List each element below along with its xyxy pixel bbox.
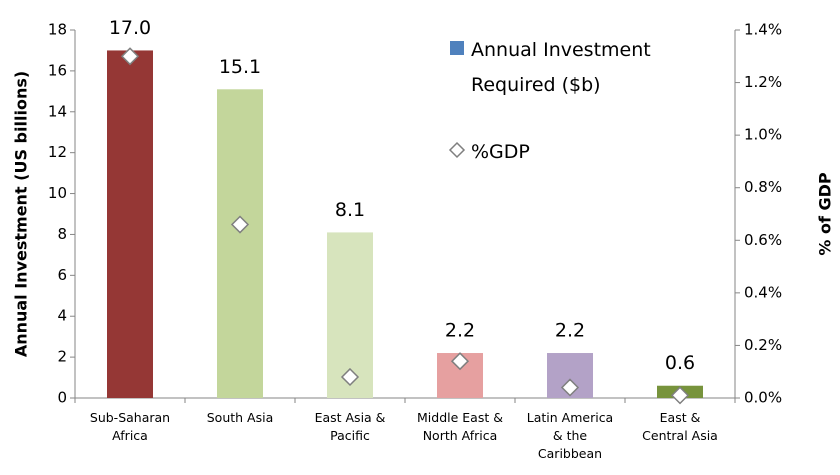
y2-axis-title: % of GDP xyxy=(816,172,835,256)
y-tick-label: 4 xyxy=(57,307,67,325)
y-tick-label: 8 xyxy=(57,225,67,243)
x-tick-label: East & Central Asia xyxy=(642,410,718,443)
y-axis-title: Annual Investment (US billions) xyxy=(12,71,31,357)
data-label: 0.6 xyxy=(665,352,695,374)
y-tick-label: 2 xyxy=(57,348,67,366)
diamond-marker xyxy=(340,367,360,387)
diamond-marker xyxy=(120,47,140,66)
y2-tick-label: 1.0% xyxy=(744,126,782,144)
diamond-marker xyxy=(560,378,580,397)
x-tick-label: Middle East & North Africa xyxy=(417,410,503,443)
x-tick-label: South Asia xyxy=(207,410,274,425)
y-tick-label: 6 xyxy=(57,266,67,284)
x-tick-label: Sub-Saharan Africa xyxy=(90,410,170,443)
legend-label: %GDP xyxy=(471,141,530,163)
legend-label: Annual Investment Required ($b) xyxy=(471,39,651,96)
y-tick-label: 12 xyxy=(48,143,67,161)
data-label: 2.2 xyxy=(555,320,585,342)
y2-tick-label: 0.0% xyxy=(744,389,782,407)
data-label: 15.1 xyxy=(219,56,261,78)
y-tick-label: 18 xyxy=(48,21,67,39)
diamond-marker xyxy=(450,352,470,371)
y2-tick-label: 0.4% xyxy=(744,283,782,301)
y-tick-label: 14 xyxy=(48,102,67,120)
diamond-marker xyxy=(230,215,250,234)
bar xyxy=(107,50,153,398)
diamond-marker xyxy=(670,386,690,405)
data-label: 17.0 xyxy=(109,17,151,39)
y2-tick-label: 1.2% xyxy=(744,73,782,91)
x-tick-label: East Asia & Pacific xyxy=(315,410,386,443)
legend-swatch xyxy=(448,141,466,159)
y2-tick-label: 1.4% xyxy=(744,21,782,39)
legend-swatch xyxy=(450,41,464,55)
bar xyxy=(217,89,263,399)
data-label: 8.1 xyxy=(335,199,365,221)
y2-tick-label: 0.8% xyxy=(744,178,782,196)
y-tick-label: 10 xyxy=(48,184,67,202)
y-tick-label: 0 xyxy=(57,389,67,407)
y-tick-label: 16 xyxy=(48,61,67,79)
data-label: 2.2 xyxy=(445,320,475,342)
y2-tick-label: 0.6% xyxy=(744,231,782,249)
x-tick-label: Latin America & the Caribbean xyxy=(527,410,613,461)
y2-tick-label: 0.2% xyxy=(744,336,782,354)
